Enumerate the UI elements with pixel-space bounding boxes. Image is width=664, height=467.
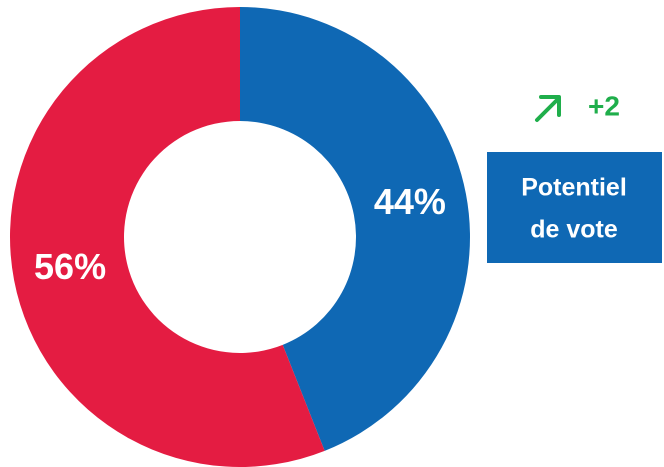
trend-arrow — [535, 95, 561, 122]
box-line: Potentiel — [521, 174, 627, 202]
box-line: de vote — [530, 216, 618, 244]
annotation: +2 — [588, 90, 620, 121]
info-box — [487, 152, 662, 263]
value-label: 56% — [34, 246, 106, 287]
slice — [240, 7, 471, 451]
slice — [10, 7, 325, 467]
value-label: 44% — [374, 181, 446, 222]
